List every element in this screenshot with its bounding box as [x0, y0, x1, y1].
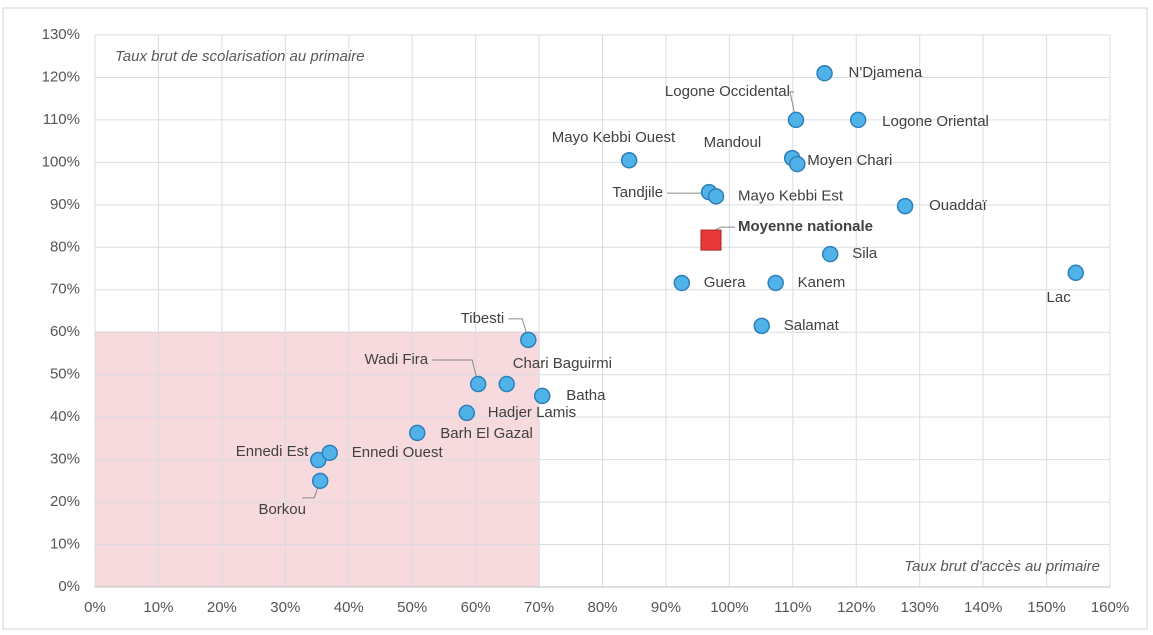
- point: [458, 404, 475, 422]
- point: [707, 188, 725, 205]
- point: [896, 197, 914, 215]
- point-label: Mandoul: [704, 134, 762, 151]
- point-label: Guera: [704, 274, 746, 291]
- x-tick-label: 160%: [1091, 599, 1129, 616]
- reference-label: Moyenne nationale: [738, 218, 873, 235]
- point: [849, 111, 867, 129]
- point-label: Ennedi Est: [236, 443, 309, 460]
- x-tick-label: 90%: [651, 599, 681, 616]
- y-tick-label: 10%: [50, 536, 80, 553]
- point-label: Tandjile: [612, 184, 663, 201]
- x-tick-label: 130%: [901, 599, 939, 616]
- point: [753, 317, 770, 335]
- y-tick-label: 20%: [50, 493, 80, 510]
- point: [311, 472, 329, 490]
- point: [1067, 264, 1084, 282]
- point: [767, 274, 784, 292]
- x-tick-label: 100%: [710, 599, 748, 616]
- y-tick-label: 60%: [50, 323, 80, 340]
- x-tick-label: 110%: [774, 599, 811, 616]
- x-tick-label: 10%: [143, 599, 173, 616]
- x-tick-label: 70%: [524, 599, 554, 616]
- point-label: Sila: [852, 245, 878, 262]
- x-tick-label: 30%: [270, 599, 300, 616]
- point-label: Chari Baguirmi: [513, 355, 612, 372]
- x-tick-label: 140%: [964, 599, 1002, 616]
- point: [787, 111, 805, 129]
- leader-line: [714, 226, 735, 231]
- reference-point: [700, 229, 722, 251]
- point-label: Batha: [566, 387, 606, 404]
- point-label: Mayo Kebbi Est: [738, 187, 844, 204]
- point-label: Salamat: [784, 317, 840, 334]
- point: [673, 274, 691, 292]
- point: [321, 444, 338, 462]
- x-tick-label: 50%: [397, 599, 427, 616]
- x-tick-label: 40%: [334, 599, 364, 616]
- point-label: Wadi Fira: [365, 351, 429, 368]
- point: [816, 64, 833, 82]
- y-tick-label: 40%: [50, 408, 80, 425]
- x-tick-label: 150%: [1027, 599, 1065, 616]
- y-tick-label: 130%: [42, 26, 80, 43]
- point: [409, 424, 426, 442]
- point-label: Barh El Gazal: [440, 425, 533, 442]
- point: [520, 331, 537, 349]
- annotation: Taux brut de scolarisation au primaire: [115, 48, 365, 65]
- y-tick-label: 120%: [42, 68, 80, 85]
- point-label: Kanem: [798, 274, 846, 291]
- point-label: Logone Oriental: [882, 113, 989, 130]
- point: [533, 387, 551, 405]
- point: [498, 375, 515, 393]
- x-tick-label: 20%: [207, 599, 237, 616]
- point: [789, 155, 806, 173]
- point-label: Hadjer Lamis: [488, 404, 576, 421]
- point-label: Borkou: [258, 501, 306, 518]
- point-label: Tibesti: [461, 310, 505, 327]
- point: [821, 245, 839, 263]
- point-label: Lac: [1047, 289, 1072, 306]
- x-tick-label: 120%: [837, 599, 875, 616]
- point-label: N'Djamena: [849, 64, 923, 81]
- x-tick-label: 80%: [587, 599, 617, 616]
- y-tick-label: 90%: [50, 196, 80, 213]
- point: [620, 152, 638, 169]
- annotation: Taux brut d'accès au primaire: [904, 558, 1100, 575]
- x-tick-label: 60%: [461, 599, 491, 616]
- y-tick-label: 100%: [42, 153, 80, 170]
- leader-line: [789, 91, 797, 121]
- y-tick-label: 70%: [50, 281, 80, 298]
- x-tick-label: 0%: [84, 599, 106, 616]
- y-tick-label: 50%: [50, 366, 80, 383]
- y-tick-label: 110%: [43, 111, 80, 128]
- point-label: Moyen Chari: [807, 152, 892, 169]
- y-tick-label: 30%: [50, 451, 80, 468]
- point-label: Logone Occidental: [665, 83, 790, 100]
- y-tick-label: 80%: [50, 238, 80, 255]
- point-label: Ennedi Ouest: [352, 444, 444, 461]
- point-label: Mayo Kebbi Ouest: [552, 129, 676, 146]
- y-tick-label: 0%: [58, 578, 80, 595]
- point: [469, 375, 487, 393]
- point-label: Ouaddaï: [929, 197, 987, 214]
